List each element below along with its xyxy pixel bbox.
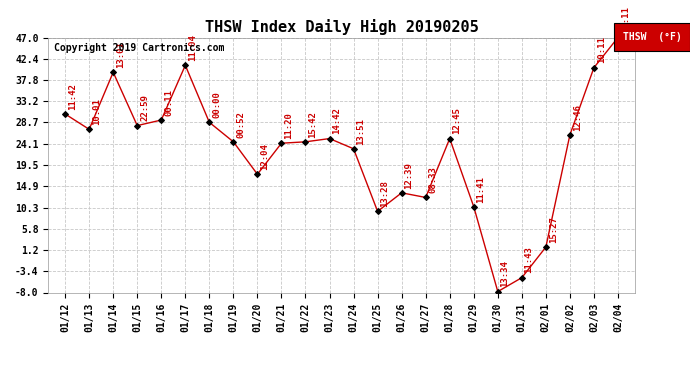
Point <box>108 69 119 75</box>
Point <box>348 146 359 152</box>
Point <box>276 140 287 146</box>
Point <box>564 132 575 138</box>
Point <box>469 204 480 210</box>
Point <box>492 289 503 295</box>
Text: 11:42: 11:42 <box>68 83 77 110</box>
Point <box>420 195 431 201</box>
Text: 13:34: 13:34 <box>500 261 510 287</box>
Text: 11:04: 11:04 <box>188 34 197 61</box>
Text: 13:01: 13:01 <box>116 41 125 68</box>
Point <box>444 136 455 142</box>
Text: 14:42: 14:42 <box>333 108 342 134</box>
Point <box>540 244 551 250</box>
Text: Copyright 2019 Cartronics.com: Copyright 2019 Cartronics.com <box>55 43 224 52</box>
Text: 13:51: 13:51 <box>356 118 365 145</box>
Title: THSW Index Daily High 20190205: THSW Index Daily High 20190205 <box>205 19 478 35</box>
Text: 11:20: 11:20 <box>284 112 293 139</box>
Point <box>180 62 191 68</box>
Point <box>396 190 407 196</box>
Point <box>204 119 215 125</box>
Point <box>83 126 95 132</box>
Point <box>613 34 624 40</box>
Point <box>300 139 311 145</box>
Point <box>372 209 383 214</box>
Text: 12:39: 12:39 <box>404 162 413 189</box>
Text: 10:01: 10:01 <box>92 98 101 125</box>
Point <box>132 123 143 129</box>
Point <box>156 117 167 123</box>
Point <box>59 111 70 117</box>
Point <box>228 139 239 145</box>
Text: 08:33: 08:33 <box>428 166 437 193</box>
Text: 15:27: 15:27 <box>549 216 558 243</box>
Text: 12:04: 12:04 <box>260 143 269 170</box>
Text: 11:11: 11:11 <box>621 6 630 33</box>
Text: 22:59: 22:59 <box>140 94 149 122</box>
Text: 00:11: 00:11 <box>164 89 173 116</box>
Text: 12:46: 12:46 <box>573 104 582 131</box>
Text: 15:42: 15:42 <box>308 111 317 138</box>
Text: 11:41: 11:41 <box>477 176 486 202</box>
Text: 13:28: 13:28 <box>380 180 389 207</box>
Text: 12:45: 12:45 <box>453 108 462 134</box>
Text: 00:00: 00:00 <box>212 91 221 118</box>
Point <box>589 64 600 70</box>
Point <box>516 274 527 280</box>
Point <box>324 136 335 142</box>
Text: 00:52: 00:52 <box>236 111 245 138</box>
Text: 10:11: 10:11 <box>597 37 606 63</box>
Text: 11:43: 11:43 <box>524 247 533 273</box>
Text: THSW  (°F): THSW (°F) <box>622 32 682 42</box>
Point <box>252 171 263 177</box>
